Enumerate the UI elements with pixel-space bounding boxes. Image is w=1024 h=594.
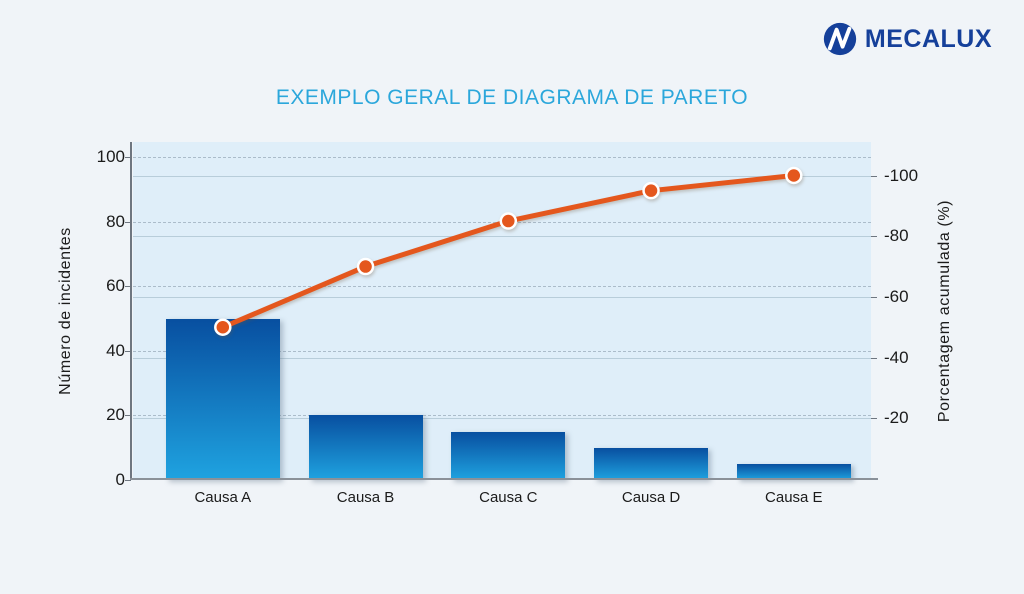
gridline-left-60 — [133, 286, 871, 288]
left-tick-mark-100 — [125, 157, 131, 158]
x-tick-label-causa-b: Causa B — [336, 489, 395, 506]
bar-causa-a — [165, 318, 280, 480]
left-tick-label-60: 60 — [106, 276, 125, 296]
gridline-right-40 — [133, 357, 871, 359]
gridline-left-40 — [133, 350, 871, 352]
right-tick-label-40: -40 — [884, 347, 909, 367]
left-tick-label-80: 80 — [106, 211, 125, 231]
gridline-right-60 — [133, 296, 871, 298]
right-tick-label-100: -100 — [884, 165, 919, 185]
data-point-causa-b — [356, 257, 375, 276]
plot-area — [133, 142, 871, 480]
right-tick-label-80: -80 — [884, 226, 909, 246]
data-point-causa-d — [642, 181, 660, 200]
right-tick-label-20: -20 — [884, 408, 909, 428]
bar-causa-b — [308, 415, 423, 480]
data-point-causa-a — [214, 318, 232, 336]
gridline-right-100 — [133, 175, 871, 177]
gridline-left-100 — [133, 157, 871, 158]
right-tick-label-60: -60 — [884, 286, 909, 306]
x-tick-label-causa-d: Causa D — [621, 489, 681, 506]
left-tick-mark-40 — [125, 350, 131, 352]
bar-causa-d — [594, 447, 709, 480]
bar-causa-c — [451, 431, 566, 480]
cumulative-line — [220, 173, 797, 330]
chart-title: EXEMPLO GERAL DE DIAGRAMA DE PARETO — [275, 86, 749, 109]
bar-causa-e — [736, 463, 851, 480]
left-tick-label-20: 20 — [106, 405, 125, 425]
gridline-right-20 — [133, 418, 871, 420]
x-tick-label-causa-e: Causa E — [765, 489, 823, 506]
data-point-causa-c — [499, 212, 518, 230]
gridline-left-20 — [133, 415, 871, 417]
mecalux-m-icon — [823, 22, 857, 56]
right-tick-mark-100 — [871, 175, 877, 177]
left-tick-mark-20 — [125, 415, 131, 417]
right-tick-mark-60 — [871, 296, 877, 298]
x-tick-label-causa-c: Causa C — [479, 489, 538, 506]
x-axis-line — [130, 478, 878, 480]
left-tick-mark-0 — [125, 480, 131, 481]
logo-text: MECALUX — [864, 24, 992, 53]
data-point-causa-e — [785, 166, 803, 185]
left-axis-title: Número de incidentes — [57, 227, 74, 395]
right-tick-mark-80 — [871, 236, 877, 238]
mecalux-logo: MECALUX — [823, 22, 992, 56]
right-tick-mark-20 — [871, 418, 877, 420]
left-tick-mark-60 — [125, 286, 131, 288]
right-tick-mark-40 — [871, 357, 877, 359]
cumulative-line-chart — [214, 166, 803, 336]
right-axis-title: Porcentagem acumulada (%) — [936, 199, 953, 423]
x-tick-label-causa-a: Causa A — [194, 489, 252, 506]
left-tick-mark-80 — [125, 221, 131, 223]
left-tick-label-0: 0 — [115, 470, 125, 489]
left-tick-label-100: 100 — [96, 147, 125, 166]
left-axis-line — [130, 142, 132, 480]
left-tick-label-40: 40 — [106, 340, 125, 360]
gridline-right-80 — [133, 236, 871, 238]
